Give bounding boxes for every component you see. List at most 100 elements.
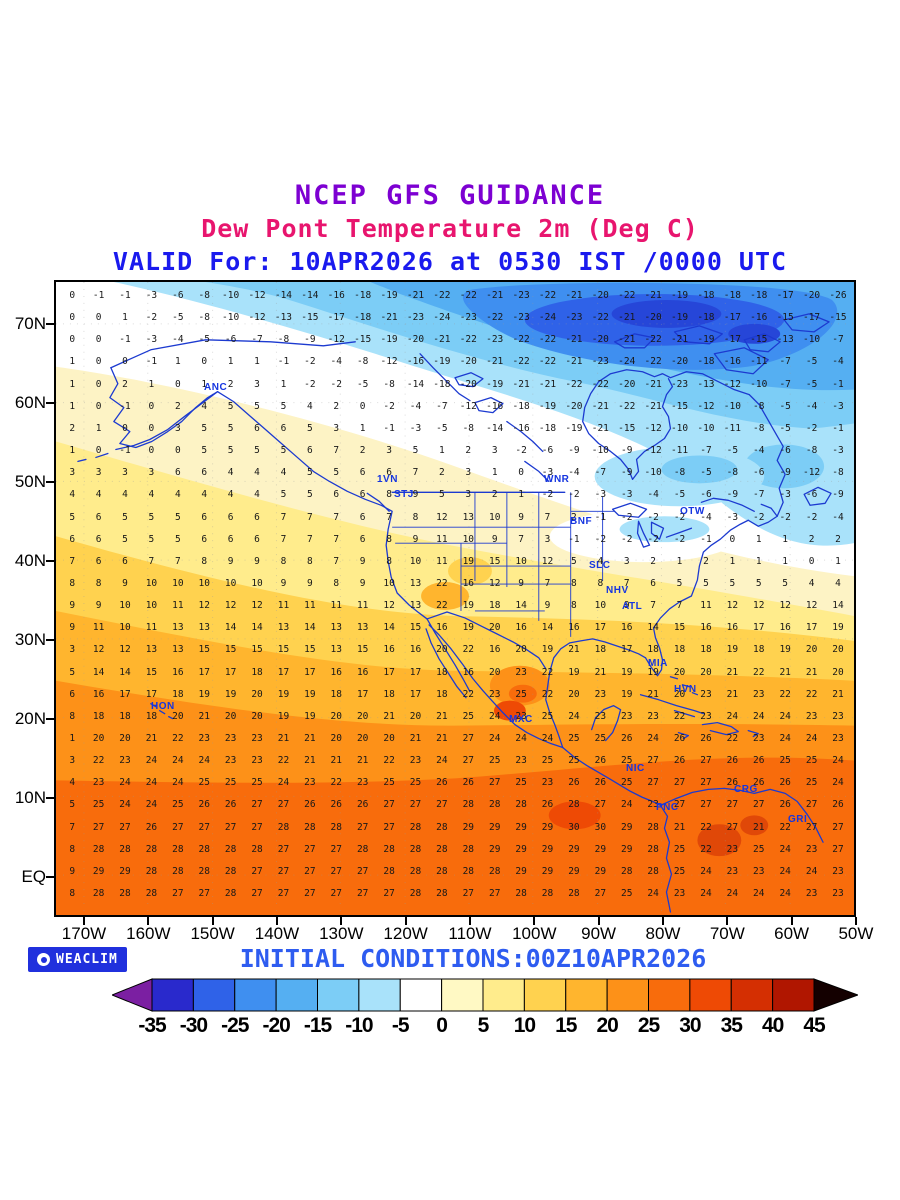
dewpoint-value: 27 bbox=[251, 799, 263, 811]
dewpoint-value: -4 bbox=[330, 356, 342, 368]
dewpoint-value: 16 bbox=[462, 577, 475, 589]
dewpoint-value: -22 bbox=[433, 290, 451, 301]
dewpoint-value: 0 bbox=[174, 445, 181, 457]
dewpoint-value: 7 bbox=[412, 467, 419, 479]
dewpoint-value: 28 bbox=[92, 843, 105, 855]
dewpoint-value: 1 bbox=[227, 356, 234, 368]
dewpoint-value-row: 3 22 23 24 24 24 23 23 22 21 21 21 22 23 24 27 25 23 25 25 2… bbox=[59, 755, 851, 767]
dewpoint-value: -4 bbox=[700, 511, 712, 523]
dewpoint-value: 9 bbox=[518, 577, 524, 589]
dewpoint-value: 24 bbox=[753, 710, 765, 722]
dewpoint-value: 19 bbox=[621, 688, 633, 700]
dewpoint-value: 22 bbox=[726, 733, 739, 744]
dewpoint-value: 21 bbox=[726, 666, 739, 678]
dewpoint-value-row: 3 12 12 13 13 15 15 15 15 15 13 15 16 16 20 22 16 20 19 21 1… bbox=[59, 644, 851, 656]
dewpoint-value: 23 bbox=[805, 888, 818, 900]
dewpoint-value: 5 bbox=[306, 422, 313, 434]
dewpoint-value: 6 bbox=[227, 533, 234, 545]
dewpoint-value: -4 bbox=[409, 400, 422, 412]
dewpoint-value: 27 bbox=[304, 888, 316, 900]
dewpoint-value: 5 bbox=[306, 467, 313, 479]
dewpoint-value: 6 bbox=[201, 511, 208, 523]
dewpoint-value: -1 bbox=[383, 422, 395, 434]
dewpoint-value: 16 bbox=[488, 644, 501, 656]
dewpoint-value: -21 bbox=[591, 400, 609, 412]
dewpoint-value: -22 bbox=[459, 334, 477, 346]
lat-tick bbox=[46, 481, 54, 483]
dewpoint-value: 5 bbox=[729, 577, 736, 589]
dewpoint-value: -22 bbox=[565, 378, 583, 390]
dewpoint-value: -7 bbox=[594, 467, 607, 479]
dewpoint-value: 7 bbox=[69, 821, 76, 833]
dewpoint-value: 22 bbox=[436, 577, 448, 589]
dewpoint-value: 6 bbox=[386, 467, 392, 479]
dewpoint-value-row: 5 25 24 24 25 26 26 27 27 26 26 26 27 27 27 28 28 28 26 28 2… bbox=[59, 799, 851, 811]
dewpoint-value: 16 bbox=[726, 622, 739, 634]
lon-label-90w: 90W bbox=[581, 924, 617, 943]
dewpoint-value: 25 bbox=[409, 777, 422, 789]
dewpoint-value-row: 1 0 -1 0 0 5 5 5 5 6 7 2 3 5 1 2 3 -2 -6 -9 -10 -9 -12 -11 -7 -5-… bbox=[59, 445, 851, 457]
dewpoint-value: 4 bbox=[69, 777, 76, 789]
dewpoint-value: -5 bbox=[779, 400, 791, 412]
dewpoint-value: -4 bbox=[647, 489, 659, 501]
dewpoint-value: 18 bbox=[330, 688, 342, 700]
colorbar-segment bbox=[565, 978, 608, 1012]
dewpoint-value: -12 bbox=[644, 422, 662, 434]
dewpoint-value: -12 bbox=[248, 312, 266, 324]
dewpoint-value: 9 bbox=[69, 622, 76, 634]
dewpoint-value-row: 6 16 17 17 18 19 19 20 19 19 18 17 18 17 18 22 23 25 22 20 2… bbox=[59, 689, 851, 701]
dewpoint-value: -23 bbox=[512, 290, 530, 301]
dewpoint-value: 22 bbox=[700, 843, 712, 855]
dewpoint-value: 24 bbox=[145, 777, 158, 789]
dewpoint-value: 15 bbox=[277, 644, 290, 656]
dewpoint-value-row: 1 0 -1 0 2 4 5 5 5 4 2 0 -2 -4 -7 -12 -16 -18 -19 -20 -21 -22… bbox=[59, 401, 851, 413]
dewpoint-value: 28 bbox=[515, 799, 527, 811]
dewpoint-value: 13 bbox=[409, 577, 422, 589]
dewpoint-value: 24 bbox=[700, 865, 712, 877]
dewpoint-value: -12 bbox=[697, 400, 715, 412]
dewpoint-value: 18 bbox=[594, 644, 607, 656]
dewpoint-value: 24 bbox=[832, 777, 844, 789]
dewpoint-value: 1 bbox=[69, 400, 76, 412]
dewpoint-value: -2 bbox=[673, 533, 686, 545]
dewpoint-value: 23 bbox=[673, 888, 686, 900]
dewpoint-value: 1 bbox=[782, 555, 789, 567]
colorbar-segment bbox=[772, 978, 815, 1012]
colorbar-right-arrow bbox=[813, 978, 858, 1012]
dewpoint-value: 22 bbox=[541, 666, 554, 678]
dewpoint-value: 13 bbox=[277, 622, 290, 634]
dewpoint-value: 28 bbox=[515, 888, 527, 900]
dewpoint-value: 29 bbox=[594, 865, 607, 877]
dewpoint-value-row: 8 8 9 10 10 10 10 10 9 9 8 9 10 13 22 16 12 9 7 8 8 7 6 5 5 5 5 5 4 4 bbox=[59, 578, 851, 590]
dewpoint-value: 17 bbox=[356, 688, 369, 700]
dewpoint-value: 10 bbox=[409, 555, 422, 567]
dewpoint-value: 28 bbox=[488, 799, 501, 811]
dewpoint-value: 24 bbox=[172, 755, 184, 767]
dewpoint-value: 23 bbox=[753, 733, 765, 744]
dewpoint-value-row: 1 0 2 1 0 1 2 3 1 -2 -2 -5 -8 -14 -18 -20 -19 -21 -21 -22 -2… bbox=[59, 379, 851, 391]
dewpoint-value: 16 bbox=[568, 622, 580, 634]
dewpoint-value: 16 bbox=[621, 622, 633, 634]
dewpoint-value: 24 bbox=[198, 755, 210, 767]
dewpoint-value: 27 bbox=[647, 777, 659, 789]
dewpoint-value: -12 bbox=[380, 356, 398, 368]
lon-label-80w: 80W bbox=[645, 924, 681, 943]
dewpoint-value: 5 bbox=[280, 445, 287, 457]
dewpoint-value: 26 bbox=[436, 777, 448, 789]
dewpoint-value: 6 bbox=[254, 422, 260, 434]
dewpoint-value: 8 bbox=[412, 511, 419, 523]
dewpoint-value: -23 bbox=[459, 312, 477, 324]
station-label-1vn: 1VN bbox=[377, 474, 398, 485]
dewpoint-value: 23 bbox=[621, 710, 633, 722]
colorbar-tick-15: 15 bbox=[555, 1014, 577, 1037]
dewpoint-value: 28 bbox=[277, 821, 290, 833]
dewpoint-value: 26 bbox=[356, 799, 369, 811]
dewpoint-value: 27 bbox=[647, 755, 659, 767]
dewpoint-value: -1 bbox=[119, 290, 131, 301]
dewpoint-value: -10 bbox=[670, 422, 689, 434]
dewpoint-value: 23 bbox=[726, 843, 739, 855]
dewpoint-value: -21 bbox=[538, 378, 557, 390]
dewpoint-value: -21 bbox=[644, 290, 662, 301]
dewpoint-value: -15 bbox=[354, 334, 372, 346]
